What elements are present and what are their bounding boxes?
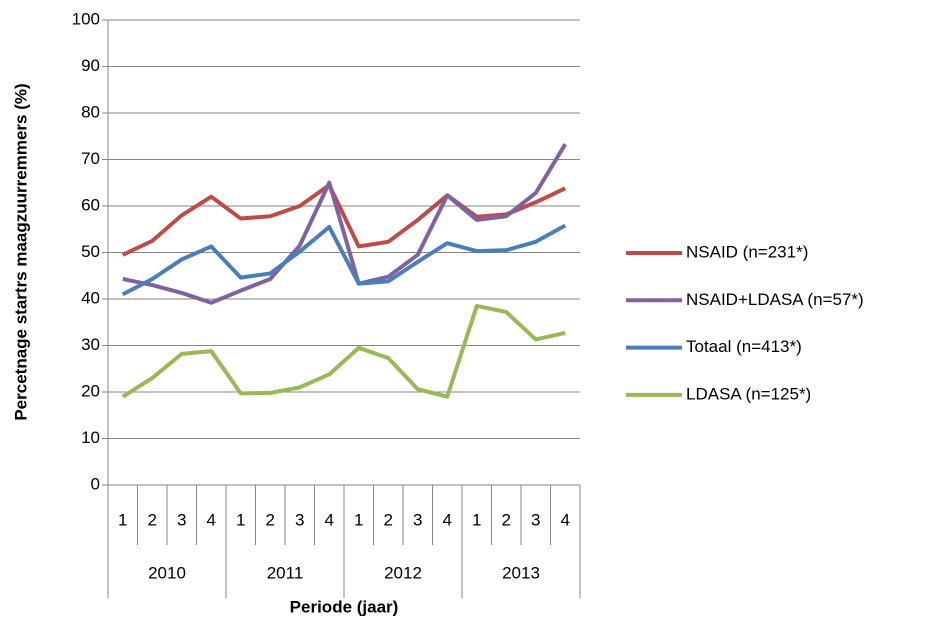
series-line — [121, 303, 566, 399]
x-tick-label: 4 — [561, 510, 570, 529]
y-tick-label: 10 — [81, 428, 100, 447]
x-tick-label: 2 — [266, 510, 275, 529]
x-tick-label: 3 — [295, 510, 304, 529]
legend-label: LDASA (n=125*) — [686, 384, 811, 403]
x-tick-label: 3 — [413, 510, 422, 529]
y-tick-label: 20 — [81, 381, 100, 400]
y-tick-label: 90 — [81, 56, 100, 75]
x-tick-label: 2 — [502, 510, 511, 529]
x-tick-label: 1 — [354, 510, 363, 529]
y-tick-label: 30 — [81, 335, 100, 354]
legend-label: NSAID (n=231*) — [686, 242, 808, 261]
series-line — [122, 143, 567, 305]
legend-label: NSAID+LDASA (n=57*) — [686, 290, 864, 309]
y-tick-label: 80 — [81, 102, 100, 121]
x-group-label: 2012 — [384, 563, 422, 582]
y-tick-label: 100 — [72, 9, 100, 28]
x-tick-label: 2 — [148, 510, 157, 529]
y-tick-label: 60 — [81, 195, 100, 214]
x-tick-label: 1 — [472, 510, 481, 529]
y-tick-label: 0 — [91, 474, 100, 493]
x-tick-label: 1 — [236, 510, 245, 529]
y-axis-title: Percetnage startrs maagzuurremmers (%) — [11, 83, 30, 420]
x-axis-title: Periode (jaar) — [290, 597, 399, 616]
x-group-label: 2011 — [267, 563, 304, 582]
x-tick-label: 3 — [177, 510, 186, 529]
x-tick-label: 3 — [531, 510, 540, 529]
series-line — [121, 183, 567, 257]
x-tick-label: 4 — [325, 510, 334, 529]
x-tick-label: 4 — [443, 510, 452, 529]
y-tick-label: 50 — [81, 242, 100, 261]
series-line — [121, 223, 567, 297]
x-group-label: 2010 — [148, 563, 186, 582]
x-group-label: 2013 — [502, 563, 540, 582]
x-tick-label: 2 — [384, 510, 393, 529]
legend-label: Totaal (n=413*) — [686, 337, 802, 356]
y-tick-label: 70 — [81, 149, 100, 168]
x-tick-label: 1 — [118, 510, 127, 529]
x-tick-label: 4 — [207, 510, 216, 529]
y-tick-label: 40 — [81, 288, 100, 307]
